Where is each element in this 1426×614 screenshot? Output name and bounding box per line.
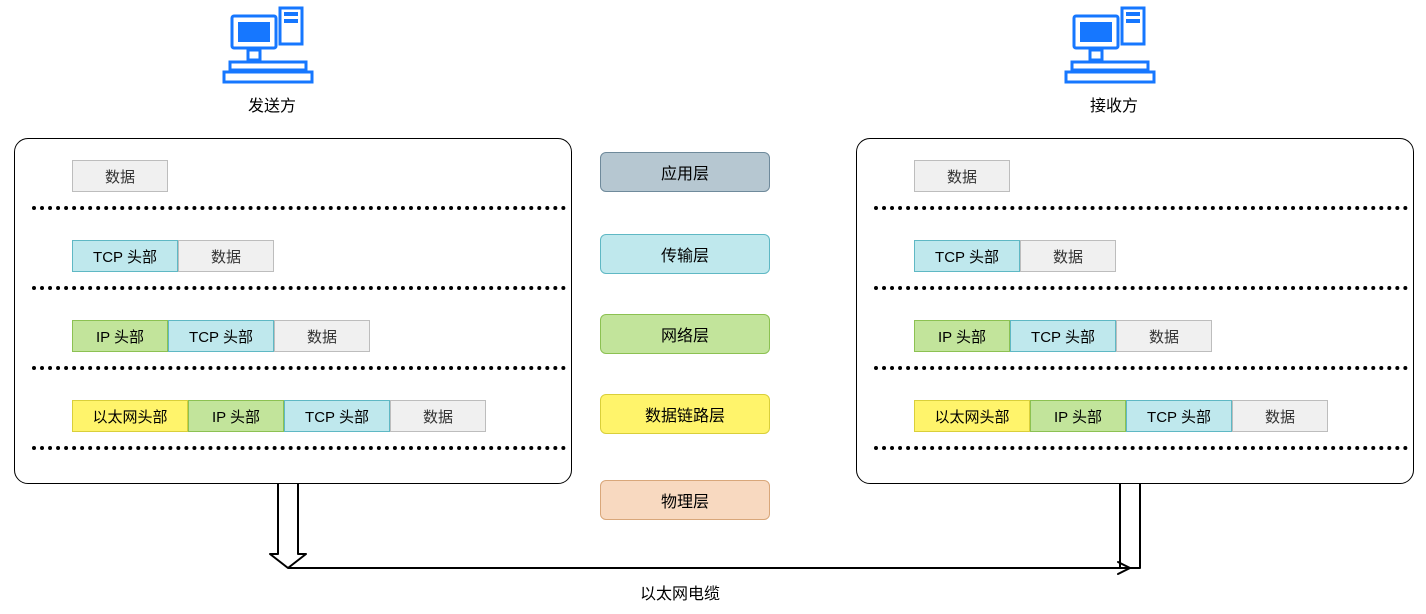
layer-transport: 传输层 (600, 234, 770, 274)
seg-tcp: TCP 头部 (72, 240, 178, 272)
layer-label: 数据链路层 (645, 402, 725, 426)
layer-datalink: 数据链路层 (600, 394, 770, 434)
seg-data: 数据 (390, 400, 486, 432)
layer-label: 网络层 (661, 322, 709, 346)
layer-network: 网络层 (600, 314, 770, 354)
divider-dotted (874, 286, 1408, 290)
seg-tcp: TCP 头部 (168, 320, 274, 352)
divider-dotted (32, 286, 566, 290)
divider-dotted (32, 366, 566, 370)
seg-eth: 以太网头部 (914, 400, 1030, 432)
receiver-row-network: IP 头部 TCP 头部 数据 (914, 320, 1212, 352)
seg-eth: 以太网头部 (72, 400, 188, 432)
divider-dotted (32, 446, 566, 450)
divider-dotted (874, 446, 1408, 450)
sender-row-network: IP 头部 TCP 头部 数据 (72, 320, 370, 352)
layer-physical: 物理层 (600, 480, 770, 520)
seg-ip: IP 头部 (188, 400, 284, 432)
seg-data: 数据 (914, 160, 1010, 192)
seg-tcp: TCP 头部 (914, 240, 1020, 272)
divider-dotted (874, 206, 1408, 210)
receiver-row-app: 数据 (914, 160, 1010, 192)
seg-data: 数据 (1116, 320, 1212, 352)
seg-ip: IP 头部 (72, 320, 168, 352)
layer-label: 传输层 (661, 242, 709, 266)
layer-label: 应用层 (661, 160, 709, 184)
seg-tcp: TCP 头部 (1010, 320, 1116, 352)
ethernet-cable-label: 以太网电缆 (640, 580, 720, 604)
receiver-computer-icon (1064, 6, 1160, 89)
seg-data: 数据 (1232, 400, 1328, 432)
seg-data: 数据 (1020, 240, 1116, 272)
seg-ip: IP 头部 (1030, 400, 1126, 432)
layer-label: 物理层 (661, 488, 709, 512)
sender-row-datalink: 以太网头部 IP 头部 TCP 头部 数据 (72, 400, 486, 432)
sender-row-app: 数据 (72, 160, 168, 192)
seg-tcp: TCP 头部 (1126, 400, 1232, 432)
receiver-label: 接收方 (1090, 92, 1138, 116)
divider-dotted (874, 366, 1408, 370)
receiver-row-transport: TCP 头部 数据 (914, 240, 1116, 272)
seg-data: 数据 (178, 240, 274, 272)
sender-label: 发送方 (248, 92, 296, 116)
receiver-row-datalink: 以太网头部 IP 头部 TCP 头部 数据 (914, 400, 1328, 432)
seg-data: 数据 (274, 320, 370, 352)
layer-application: 应用层 (600, 152, 770, 192)
sender-row-transport: TCP 头部 数据 (72, 240, 274, 272)
seg-data: 数据 (72, 160, 168, 192)
seg-ip: IP 头部 (914, 320, 1010, 352)
divider-dotted (32, 206, 566, 210)
sender-computer-icon (222, 6, 318, 89)
seg-tcp: TCP 头部 (284, 400, 390, 432)
